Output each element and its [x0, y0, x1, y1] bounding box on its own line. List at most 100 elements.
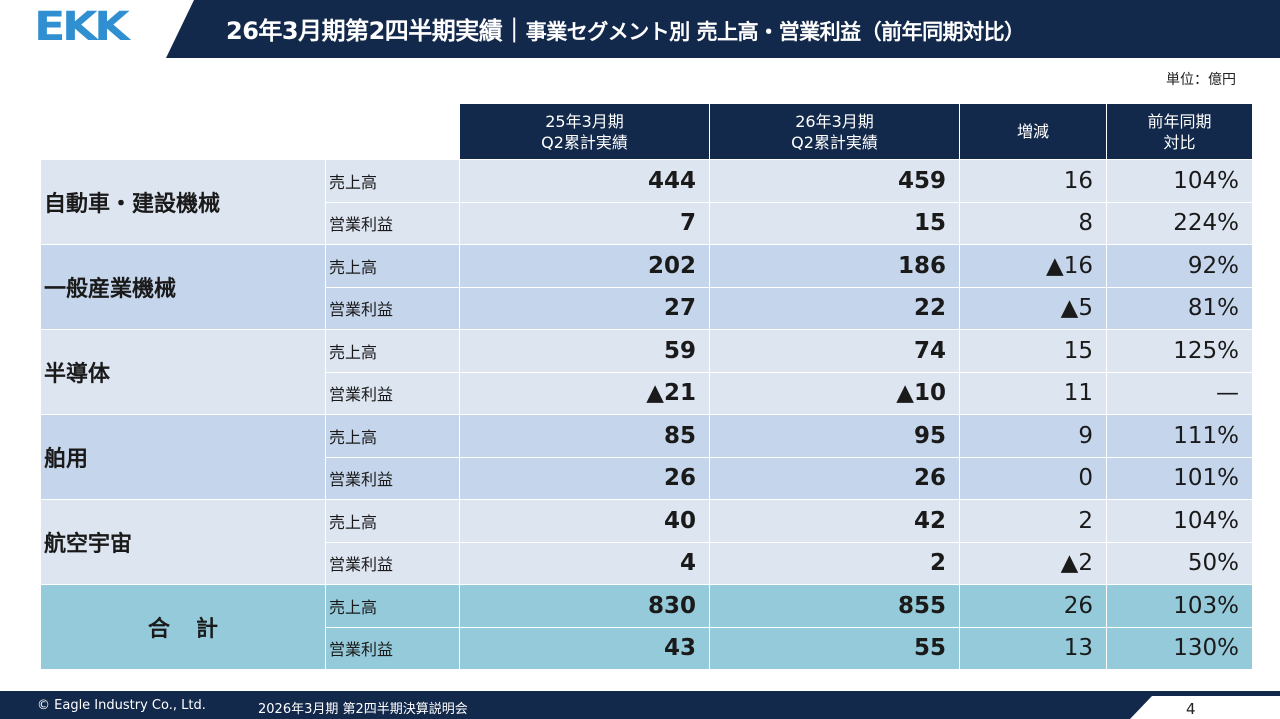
ratio-value: 111% [1106, 414, 1253, 458]
event-name: 2026年3月期 第2四半期決算説明会 [258, 702, 468, 717]
metric-label: 売上高 [325, 499, 460, 543]
metric-label: 売上高 [325, 159, 460, 203]
ratio-value: 104% [1106, 159, 1253, 203]
ratio-value: 92% [1106, 244, 1253, 288]
curr-value: 95 [709, 414, 960, 458]
ratio-value: 104% [1106, 499, 1253, 543]
header-background [0, 0, 1280, 58]
title-main: 26年3月期第2四半期実績｜ [226, 17, 526, 45]
prev-value: 26 [459, 456, 710, 500]
prev-value: 830 [459, 584, 710, 628]
ratio-value: 101% [1106, 456, 1253, 500]
diff-value: 8 [959, 201, 1107, 245]
table-row-total: 合計 売上高 830 855 26 103% [40, 584, 1253, 670]
curr-value: 42 [709, 499, 960, 543]
table-row: 半導体 売上高 59 74 15 125% [40, 329, 1253, 415]
prev-value: 43 [459, 626, 710, 670]
logo: EKK [0, 0, 200, 58]
diff-value: 26 [959, 584, 1107, 628]
ratio-value: 125% [1106, 329, 1253, 373]
table-row: 営業利益 7 15 8 224% [41, 201, 1253, 245]
curr-value: 2 [709, 541, 960, 585]
prev-value: 40 [459, 499, 710, 543]
prev-value: 85 [459, 414, 710, 458]
logo-background [0, 0, 194, 58]
header-bar: EKK 26年3月期第2四半期実績｜事業セグメント別 売上高・営業利益（前年同期… [0, 0, 1280, 58]
metric-label: 営業利益 [325, 626, 460, 670]
page-number: 4 [1186, 700, 1196, 718]
prev-value: 444 [459, 159, 710, 203]
diff-value: 0 [959, 456, 1107, 500]
diff-value: 13 [959, 626, 1107, 670]
curr-value: 15 [709, 201, 960, 245]
segment-name: 航空宇宙 [40, 499, 326, 585]
curr-value: 22 [709, 286, 960, 330]
segment-table: 25年3月期 Q2累計実績 26年3月期 Q2累計実績 増減 前年同期 対比 自動車・… [40, 103, 1253, 670]
ratio-value: 103% [1106, 584, 1253, 628]
diff-value: 2 [959, 499, 1107, 543]
table-row: 舶用 売上高 85 95 9 111% [40, 414, 1253, 500]
table-row: 航空宇宙 売上高 40 42 2 104% [40, 499, 1253, 585]
prev-value: 202 [459, 244, 710, 288]
segment-name: 半導体 [40, 329, 326, 415]
prev-value: 7 [459, 201, 710, 245]
table-row-total: 営業利益 43 55 13 130% [41, 626, 1253, 670]
segment-name: 一般産業機械 [40, 244, 326, 330]
metric-label: 営業利益 [325, 201, 460, 245]
segment-name: 舶用 [40, 414, 326, 500]
header-prev-period: 25年3月期 Q2累計実績 [459, 103, 710, 160]
metric-label: 売上高 [325, 244, 460, 288]
table-row: 営業利益 26 26 0 101% [41, 456, 1253, 500]
ratio-value: 130% [1106, 626, 1253, 670]
total-label: 合計 [40, 584, 326, 670]
title-sub: 事業セグメント別 売上高・営業利益（前年同期対比） [525, 20, 1025, 44]
page-number-tab [1130, 696, 1280, 719]
unit-label: 単位：億円 [1166, 72, 1236, 88]
segment-table-wrapper: 25年3月期 Q2累計実績 26年3月期 Q2累計実績 増減 前年同期 対比 自動車・… [40, 103, 1253, 670]
metric-label: 売上高 [325, 414, 460, 458]
header-diff: 増減 [959, 103, 1107, 160]
metric-label: 営業利益 [325, 541, 460, 585]
curr-value: ▲10 [709, 371, 960, 415]
ratio-value: 50% [1106, 541, 1253, 585]
diff-value: 16 [959, 159, 1107, 203]
diff-value: 15 [959, 329, 1107, 373]
curr-value: 26 [709, 456, 960, 500]
table-header-row: 25年3月期 Q2累計実績 26年3月期 Q2累計実績 増減 前年同期 対比 [40, 103, 1253, 160]
copyright-text: © Eagle Industry Co., Ltd. [37, 698, 206, 713]
curr-value: 74 [709, 329, 960, 373]
prev-value: 4 [459, 541, 710, 585]
diff-value: 11 [959, 371, 1107, 415]
segment-name: 自動車・建設機械 [40, 159, 326, 245]
table-row: 営業利益 27 22 ▲5 81% [41, 286, 1253, 330]
header-blank [40, 103, 460, 160]
footer-bar [0, 691, 1280, 719]
diff-value: ▲16 [959, 244, 1107, 288]
header-ratio: 前年同期 対比 [1106, 103, 1253, 160]
prev-value: 59 [459, 329, 710, 373]
header-curr-period: 26年3月期 Q2累計実績 [709, 103, 960, 160]
ratio-value: — [1106, 371, 1253, 415]
curr-value: 855 [709, 584, 960, 628]
table-row: 自動車・建設機械 売上高 444 459 16 104% [40, 159, 1253, 245]
diff-value: ▲5 [959, 286, 1107, 330]
metric-label: 営業利益 [325, 456, 460, 500]
curr-value: 459 [709, 159, 960, 203]
prev-value: ▲21 [459, 371, 710, 415]
metric-label: 営業利益 [325, 371, 460, 415]
ratio-value: 224% [1106, 201, 1253, 245]
prev-value: 27 [459, 286, 710, 330]
ratio-value: 81% [1106, 286, 1253, 330]
table-row: 一般産業機械 売上高 202 186 ▲16 92% [40, 244, 1253, 330]
metric-label: 売上高 [325, 584, 460, 628]
metric-label: 営業利益 [325, 286, 460, 330]
diff-value: ▲2 [959, 541, 1107, 585]
curr-value: 55 [709, 626, 960, 670]
metric-label: 売上高 [325, 329, 460, 373]
table-row: 営業利益 ▲21 ▲10 11 — [41, 371, 1253, 415]
logo-text: EKK [34, 4, 130, 50]
page-title: 26年3月期第2四半期実績｜事業セグメント別 売上高・営業利益（前年同期対比） [226, 11, 1025, 46]
diff-value: 9 [959, 414, 1107, 458]
table-row: 営業利益 4 2 ▲2 50% [41, 541, 1253, 585]
curr-value: 186 [709, 244, 960, 288]
